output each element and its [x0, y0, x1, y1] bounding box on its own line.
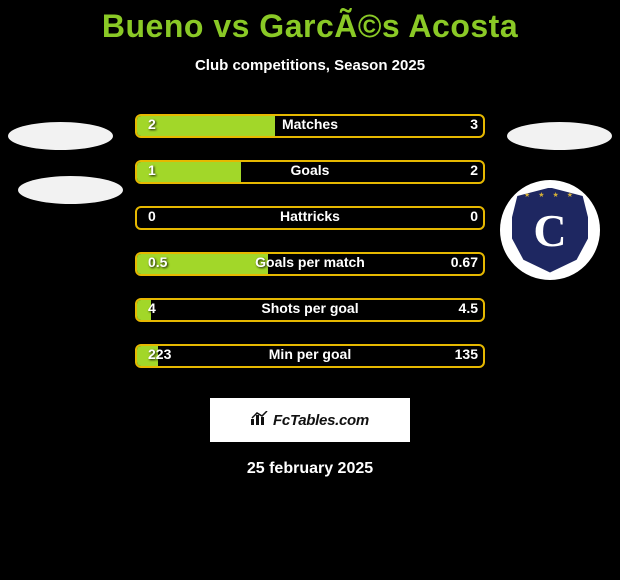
stat-row: 223135Min per goal	[0, 334, 620, 380]
stats-area: 23Matches12Goals00Hattricks0.50.67Goals …	[0, 104, 620, 380]
stat-row: 44.5Shots per goal	[0, 288, 620, 334]
attribution-box: FcTables.com	[210, 398, 410, 442]
stat-row: 12Goals	[0, 150, 620, 196]
stat-row: 23Matches	[0, 104, 620, 150]
subtitle: Club competitions, Season 2025	[0, 57, 620, 74]
page-title: Bueno vs GarcÃ©s Acosta	[0, 0, 620, 45]
stat-label: Matches	[135, 116, 485, 132]
stat-row: 0.50.67Goals per match	[0, 242, 620, 288]
attribution-text: FcTables.com	[273, 412, 369, 429]
stat-label: Min per goal	[135, 346, 485, 362]
comparison-infographic: Bueno vs GarcÃ©s Acosta Club competition…	[0, 0, 620, 580]
stat-label: Goals per match	[135, 254, 485, 270]
stat-label: Goals	[135, 162, 485, 178]
stat-label: Hattricks	[135, 208, 485, 224]
stat-row: 00Hattricks	[0, 196, 620, 242]
date-line: 25 february 2025	[0, 460, 620, 478]
chart-icon	[251, 411, 269, 430]
stat-label: Shots per goal	[135, 300, 485, 316]
